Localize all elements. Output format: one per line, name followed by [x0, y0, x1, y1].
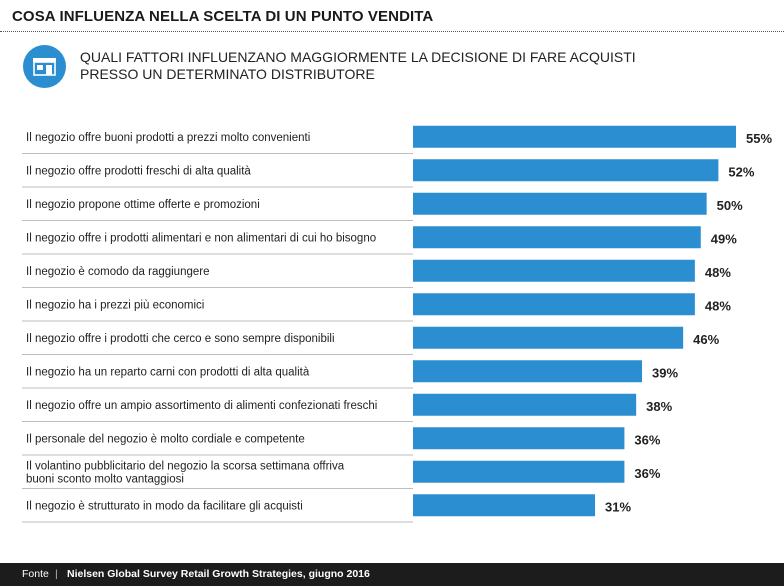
- value-label: 39%: [652, 365, 678, 380]
- bar: [413, 326, 684, 349]
- bar: [413, 125, 736, 148]
- value-label: 36%: [634, 432, 660, 447]
- category-label: Il negozio offre i prodotti alimentari e…: [26, 232, 376, 244]
- source-footer: Fonte | Nielsen Global Survey Retail Gro…: [0, 563, 784, 586]
- bar: [413, 259, 695, 282]
- bar: [413, 226, 701, 249]
- source-reference: Nielsen Global Survey Retail Growth Stra…: [67, 568, 370, 580]
- bar: [413, 360, 643, 383]
- bar: [413, 192, 707, 215]
- bar: [413, 293, 695, 316]
- category-label: Il negozio offre prodotti freschi di alt…: [26, 165, 251, 177]
- bar: [413, 460, 625, 483]
- bar: [413, 494, 596, 517]
- category-label: Il negozio è comodo da raggiungere: [26, 266, 210, 278]
- category-label: Il negozio propone ottime offerte e prom…: [26, 199, 260, 211]
- category-label: Il negozio ha un reparto carni con prodo…: [26, 366, 310, 378]
- bar: [413, 159, 719, 182]
- value-label: 52%: [728, 164, 754, 179]
- value-label: 36%: [634, 466, 660, 481]
- category-label: Il negozio offre i prodotti che cerco e …: [26, 333, 335, 345]
- source-label: Fonte: [22, 568, 49, 580]
- chart-subtitle: QUALI FATTORI INFLUENZANO MAGGIORMENTE L…: [80, 49, 636, 82]
- title-divider: [0, 31, 784, 32]
- source-separator: |: [55, 568, 58, 580]
- value-label: 50%: [717, 198, 743, 213]
- value-label: 38%: [646, 399, 672, 414]
- category-label: Il negozio è strutturato in modo da faci…: [26, 500, 303, 512]
- value-label: 48%: [705, 298, 731, 313]
- category-label: Il personale del negozio è molto cordial…: [26, 433, 305, 445]
- store-icon: [23, 45, 66, 88]
- category-label: Il volantino pubblicitario del negozio l…: [26, 460, 345, 472]
- value-label: 49%: [711, 231, 737, 246]
- value-label: 48%: [705, 265, 731, 280]
- value-label: 55%: [746, 131, 772, 146]
- bar-chart: Il negozio offre buoni prodotti a prezzi…: [22, 125, 772, 523]
- category-label: Il negozio offre buoni prodotti a prezzi…: [26, 132, 310, 144]
- value-label: 31%: [605, 499, 631, 514]
- category-label: buoni sconto molto vantaggiosi: [26, 473, 184, 485]
- value-label: 46%: [693, 332, 719, 347]
- category-label: Il negozio offre un ampio assortimento d…: [26, 400, 377, 412]
- bar: [413, 427, 625, 450]
- bar: [413, 393, 637, 416]
- category-label: Il negozio ha i prezzi più economici: [26, 299, 204, 311]
- chart-title: COSA INFLUENZA NELLA SCELTA DI UN PUNTO …: [12, 8, 434, 25]
